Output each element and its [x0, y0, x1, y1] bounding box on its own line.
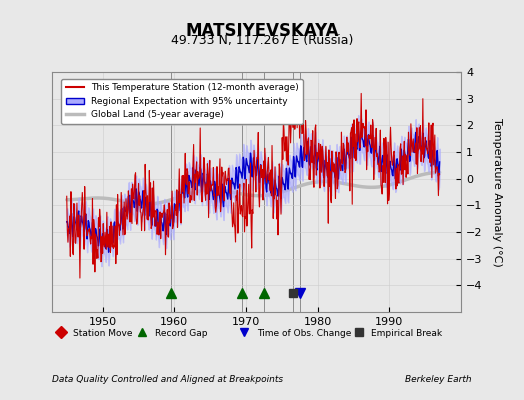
Text: Berkeley Earth: Berkeley Earth	[405, 375, 472, 384]
Y-axis label: Temperature Anomaly (°C): Temperature Anomaly (°C)	[492, 118, 502, 266]
Text: MATSIYEVSKAYA: MATSIYEVSKAYA	[185, 22, 339, 40]
Text: 49.733 N, 117.267 E (Russia): 49.733 N, 117.267 E (Russia)	[171, 34, 353, 47]
Text: Station Move: Station Move	[73, 330, 133, 338]
Text: Record Gap: Record Gap	[155, 330, 207, 338]
Text: Data Quality Controlled and Aligned at Breakpoints: Data Quality Controlled and Aligned at B…	[52, 375, 283, 384]
Text: Empirical Break: Empirical Break	[371, 330, 442, 338]
Text: Time of Obs. Change: Time of Obs. Change	[257, 330, 351, 338]
Legend: This Temperature Station (12-month average), Regional Expectation with 95% uncer: This Temperature Station (12-month avera…	[61, 79, 303, 124]
